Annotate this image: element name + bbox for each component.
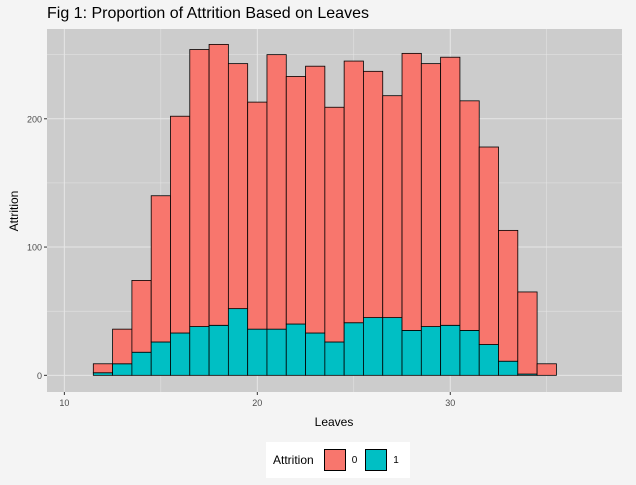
bar-attrition-1 [305, 332, 326, 376]
bar-attrition-0 [170, 115, 191, 334]
bar-attrition-1 [189, 326, 210, 376]
bar-attrition-0 [92, 363, 114, 374]
x-tick-label: 30 [445, 398, 455, 408]
y-tick-label: 0 [37, 371, 42, 381]
bar-attrition-0 [382, 95, 403, 319]
bar-attrition-1 [343, 322, 364, 376]
histogram-chart: 0 100 200 10 20 30 Leaves Attrition [7, 29, 622, 429]
x-tick-label: 10 [59, 398, 69, 408]
y-tick-label: 200 [27, 114, 42, 124]
bar-attrition-1 [266, 328, 287, 376]
bar-attrition-0 [498, 229, 519, 362]
bar-attrition-1 [459, 330, 480, 376]
bar-attrition-0 [189, 49, 210, 327]
x-axis: 10 20 30 [59, 392, 455, 408]
bar-attrition-0 [478, 146, 499, 345]
bar-attrition-0 [536, 363, 557, 376]
bar-attrition-1 [401, 330, 422, 376]
bar-attrition-0 [131, 280, 152, 353]
bar-attrition-1 [227, 308, 249, 376]
bar-attrition-0 [227, 63, 249, 310]
chart-title: Fig 1: Proportion of Attrition Based on … [47, 5, 369, 22]
bar-attrition-1 [420, 326, 442, 376]
bar-attrition-0 [363, 70, 384, 319]
bar-attrition-0 [517, 291, 538, 375]
y-axis-label: Attrition [7, 191, 21, 232]
bar-attrition-1 [478, 344, 499, 376]
y-axis: 0 100 200 [27, 114, 47, 381]
bar-attrition-1 [285, 323, 306, 376]
bar-attrition-0 [266, 54, 287, 330]
bar-attrition-1 [170, 332, 191, 376]
bar-attrition-0 [343, 60, 364, 324]
legend-swatch-1 [365, 449, 388, 471]
bar-attrition-1 [363, 317, 384, 376]
bar-attrition-1 [324, 341, 345, 376]
x-tick-label: 20 [252, 398, 262, 408]
bar-attrition-0 [324, 106, 345, 343]
bar-attrition-0 [112, 328, 133, 365]
bar-attrition-0 [150, 195, 171, 343]
bar-attrition-0 [208, 43, 229, 326]
bar-attrition-1 [112, 363, 133, 376]
bars [92, 43, 557, 376]
x-axis-label: Leaves [315, 415, 354, 429]
legend-label-0: 0 [351, 454, 358, 466]
y-tick-label: 100 [27, 243, 42, 253]
legend-title: Attrition [273, 453, 314, 467]
bar-attrition-1 [247, 328, 268, 376]
bar-attrition-1 [498, 360, 519, 376]
legend-swatch-0 [323, 449, 346, 471]
bar-attrition-0 [401, 52, 422, 331]
bar-attrition-0 [440, 56, 461, 326]
bar-attrition-0 [459, 100, 480, 331]
bar-attrition-1 [382, 317, 403, 376]
legend: Attrition 0 1 [266, 442, 410, 478]
bar-attrition-1 [440, 324, 461, 376]
bar-attrition-0 [285, 76, 306, 325]
bar-attrition-0 [420, 63, 442, 327]
bar-attrition-0 [305, 65, 326, 334]
bar-attrition-1 [208, 324, 229, 376]
bar-attrition-1 [131, 351, 152, 376]
bar-attrition-1 [150, 341, 171, 376]
legend-label-1: 1 [393, 454, 399, 466]
bar-attrition-0 [247, 101, 268, 330]
